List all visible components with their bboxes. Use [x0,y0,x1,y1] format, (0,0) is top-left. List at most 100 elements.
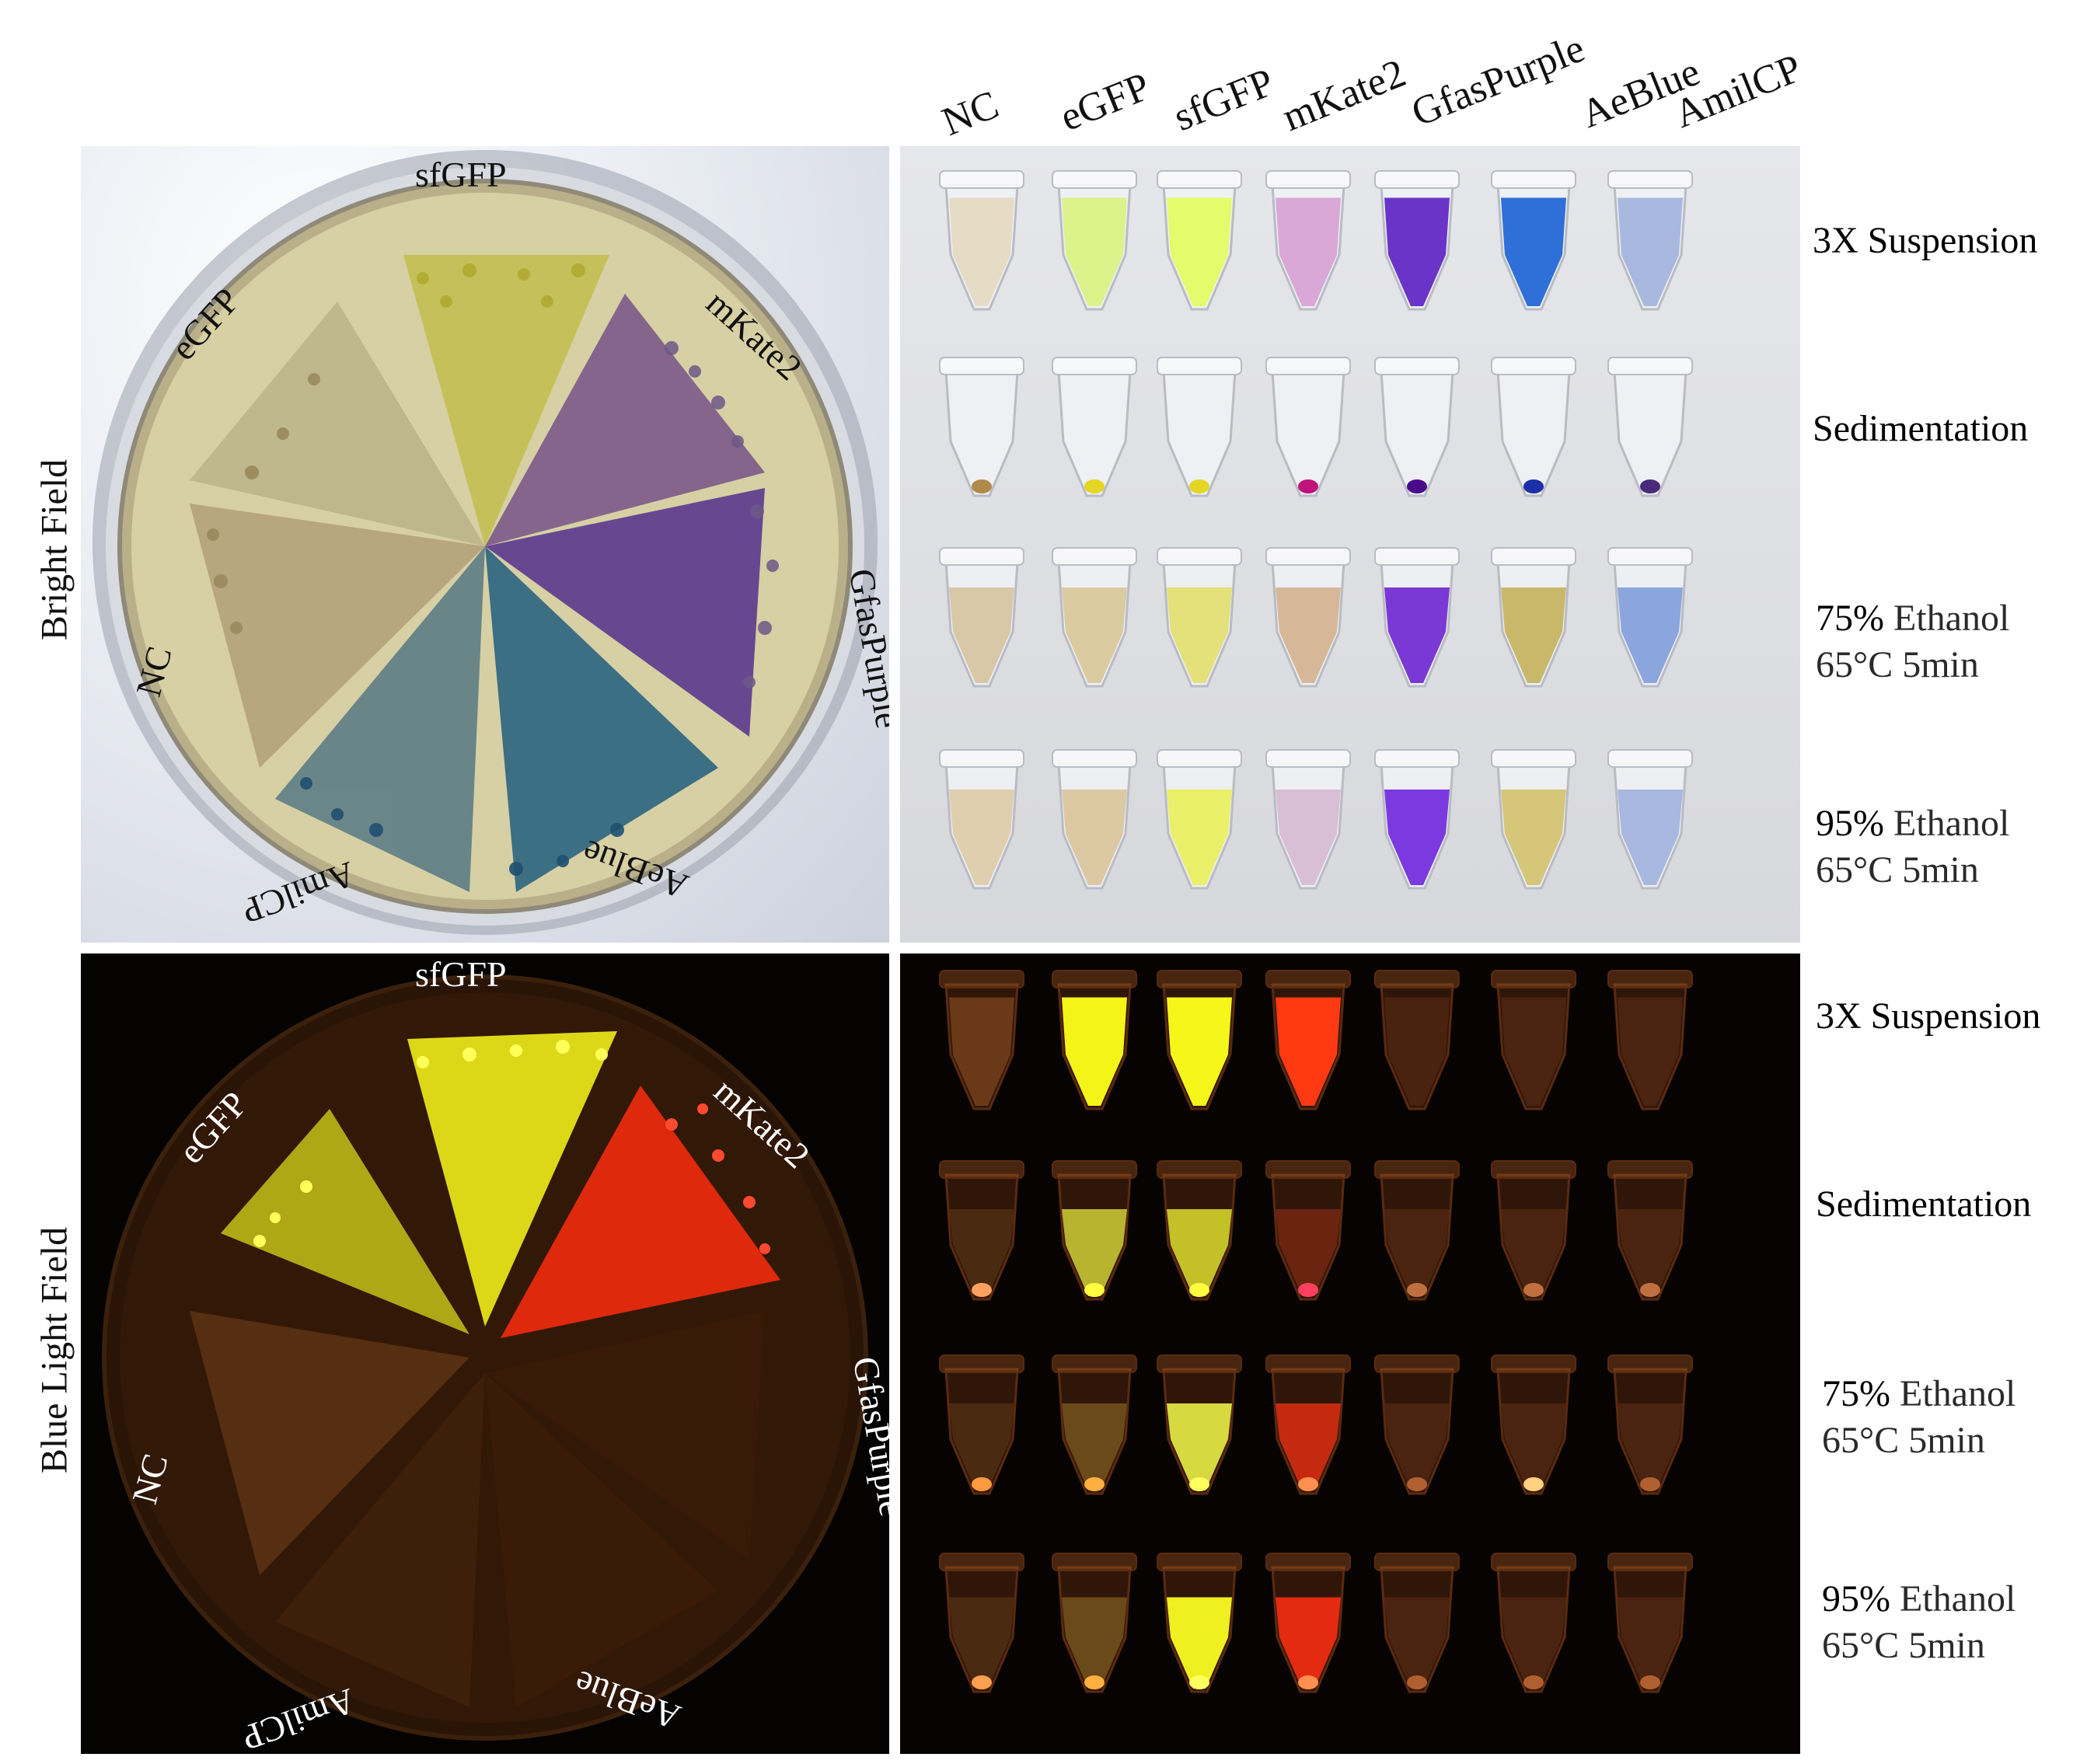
bf-tube-r1-c1 [939,170,1024,311]
bf-tube-r4-c5 [1374,749,1460,890]
bright-field-plate-photo: sfGFP mKate2 GfasPurple AeBlue AmilCP NC… [81,146,889,943]
bl-tube-r1-c7 [1607,970,1693,1110]
bl-tube-r3-c4 [1265,1354,1351,1495]
bf-tube-r2-c3 [1157,357,1242,497]
blue-light-tubes-photo [900,953,1800,1754]
bl-eth95-pct: 95% [1822,1578,1890,1619]
bf-eth75-word: Ethanol [1883,598,2010,639]
blue-light-plate-drawing [102,974,868,1741]
bl-eth95-cond: 65°C 5min [1822,1625,1985,1666]
bf-eth95-pct: 95% [1816,803,1884,844]
bl-tube-r2-c6 [1491,1160,1576,1301]
side-label-blue-light-field: Blue Light Field [33,1226,75,1474]
bl-tube-r3-c7 [1607,1354,1693,1495]
bl-tube-r3-c5 [1374,1354,1460,1495]
bl-tube-r1-c1 [939,970,1024,1110]
bl-tube-r2-c2 [1052,1160,1137,1301]
blue-light-tubes-drawing [939,970,1693,1693]
bl-row-label-sedimentation: Sedimentation [1816,1184,2032,1225]
bl-tube-r1-c4 [1265,970,1351,1110]
bf-row-label-eth75: 75% Ethanol 65°C 5min [1816,595,2009,689]
bl-tube-r3-c6 [1491,1354,1576,1495]
bright-field-tubes-photo [900,146,1800,943]
bf-tube-r1-c3 [1157,170,1242,311]
bf-tube-r2-c7 [1607,357,1693,497]
bl-row-label-suspension: 3X Suspension [1816,995,2041,1037]
bf-tube-r4-c7 [1607,749,1693,890]
bl-tube-r1-c5 [1374,970,1460,1110]
bl-tube-r2-c3 [1157,1160,1242,1301]
fl-mkate2-streak [501,1086,780,1338]
bf-tube-r4-c2 [1052,749,1137,890]
col-label-nc: NC [936,82,1005,145]
bl-tube-r2-c1 [939,1160,1024,1301]
bf-tube-r2-c6 [1491,357,1576,497]
bl-row-label-eth75: 75% Ethanol 65°C 5min [1822,1371,2015,1464]
bl-tube-r2-c5 [1374,1160,1460,1301]
bf-row-label-suspension: 3X Suspension [1813,220,2038,261]
amilcp-streak [275,546,485,892]
bf-tube-r3-c3 [1157,547,1242,688]
bf-eth95-cond: 65°C 5min [1816,849,1979,891]
bf-tube-r4-c6 [1491,749,1576,890]
bf-tube-r3-c5 [1374,547,1460,688]
nc-streak [190,504,485,768]
bf-tube-r1-c2 [1052,170,1137,311]
bf-tube-r2-c4 [1265,357,1351,497]
gfaspurple-streak [485,488,765,737]
bf-tube-r4-c3 [1157,749,1242,890]
fl-nc-streak [190,1311,469,1575]
bf-tube-r3-c4 [1265,547,1351,688]
bl-tube-r4-c3 [1157,1553,1242,1693]
blue-light-plate-photo: sfGFP mKate2 GfasPurple AeBlue AmilCP NC… [81,953,889,1754]
bf-tube-r1-c7 [1607,170,1693,311]
bl-plate-label-sfgfp: sfGFP [415,954,507,994]
bl-tube-r3-c2 [1052,1354,1137,1495]
sfgfp-streak [403,255,609,546]
bl-row-label-eth95: 95% Ethanol 65°C 5min [1822,1576,2015,1669]
bl-eth75-cond: 65°C 5min [1822,1420,1985,1461]
bl-tube-r4-c5 [1374,1553,1460,1693]
fl-egfp-streak [221,1109,469,1334]
bf-tube-r3-c6 [1491,547,1576,688]
bl-tube-r2-c7 [1607,1160,1693,1301]
fl-sfgfp-streak [407,1031,617,1326]
bf-tube-r4-c1 [939,749,1024,890]
bf-tube-r3-c7 [1607,547,1693,688]
bl-eth75-word: Ethanol [1890,1373,2016,1414]
bf-tube-r2-c5 [1374,357,1460,497]
bf-eth75-cond: 65°C 5min [1816,644,1979,685]
bl-tube-r4-c1 [939,1553,1024,1693]
bright-field-tubes-drawing [939,170,1693,890]
bl-tube-r4-c2 [1052,1553,1137,1693]
bf-tube-r3-c1 [939,547,1024,688]
bf-row-label-sedimentation: Sedimentation [1813,408,2029,449]
bl-eth75-pct: 75% [1822,1373,1890,1414]
bl-tube-r4-c4 [1265,1553,1351,1693]
bf-tube-r1-c6 [1491,170,1576,311]
bf-tube-r2-c2 [1052,357,1137,497]
bright-field-plate-drawing [92,150,878,935]
bf-tube-r3-c2 [1052,547,1137,688]
bf-plate-label-sfgfp: sfGFP [415,155,507,194]
aeblue-streak [485,546,718,892]
bl-tube-r2-c4 [1265,1160,1351,1301]
mkate2-streak [485,294,765,546]
bf-eth75-pct: 75% [1816,598,1884,639]
bl-tube-r4-c7 [1607,1553,1693,1693]
col-label-sfgfp: sfGFP [1167,60,1280,141]
bf-tube-r1-c5 [1374,170,1460,311]
bf-eth95-word: Ethanol [1883,803,2010,844]
bf-tube-r1-c4 [1265,170,1351,311]
bl-tube-r1-c6 [1491,970,1576,1110]
bf-tube-r2-c1 [939,357,1024,497]
bl-tube-r1-c3 [1157,970,1242,1110]
col-label-egfp: eGFP [1054,64,1157,141]
bf-tube-r4-c4 [1265,749,1351,890]
bl-eth95-word: Ethanol [1890,1578,2016,1619]
col-label-gfaspurple: GfasPurple [1405,26,1591,136]
col-label-mkate2: mKate2 [1276,51,1412,141]
bl-tube-r3-c3 [1157,1354,1242,1495]
bl-tube-r3-c1 [939,1354,1024,1495]
egfp-streak [190,302,485,546]
